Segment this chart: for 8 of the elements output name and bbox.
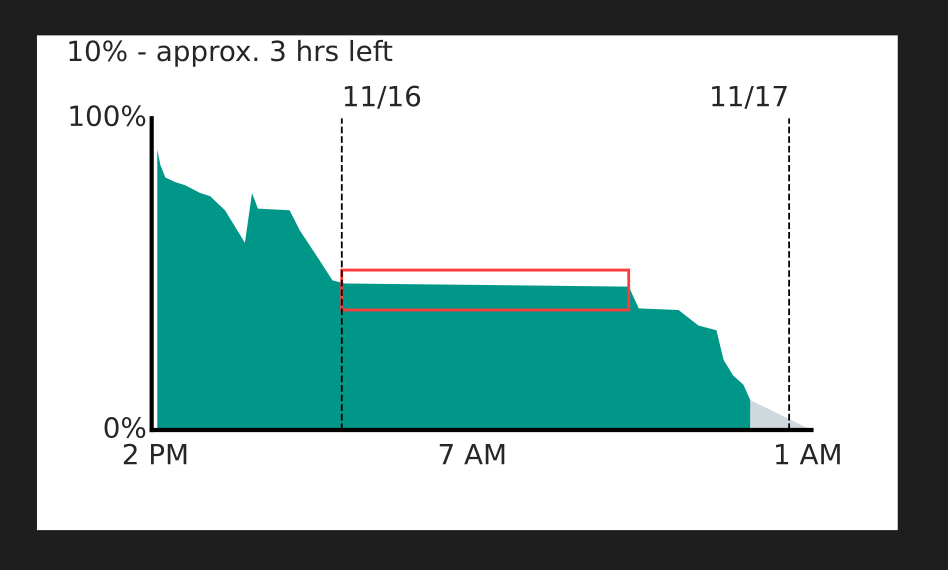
ref-line-label: 11/17 xyxy=(712,86,787,109)
chart-title: 10% - approx. 3 hrs left xyxy=(69,40,392,67)
y-tick-label: 100% xyxy=(70,105,146,126)
x-tick-label: 1 AM xyxy=(776,444,840,464)
x-tick-label: 2 PM xyxy=(124,444,186,464)
ref-line-label: 11/16 xyxy=(344,86,420,109)
y-tick-label: 0% xyxy=(104,417,146,438)
x-tick-label: 7 AM xyxy=(440,444,504,464)
